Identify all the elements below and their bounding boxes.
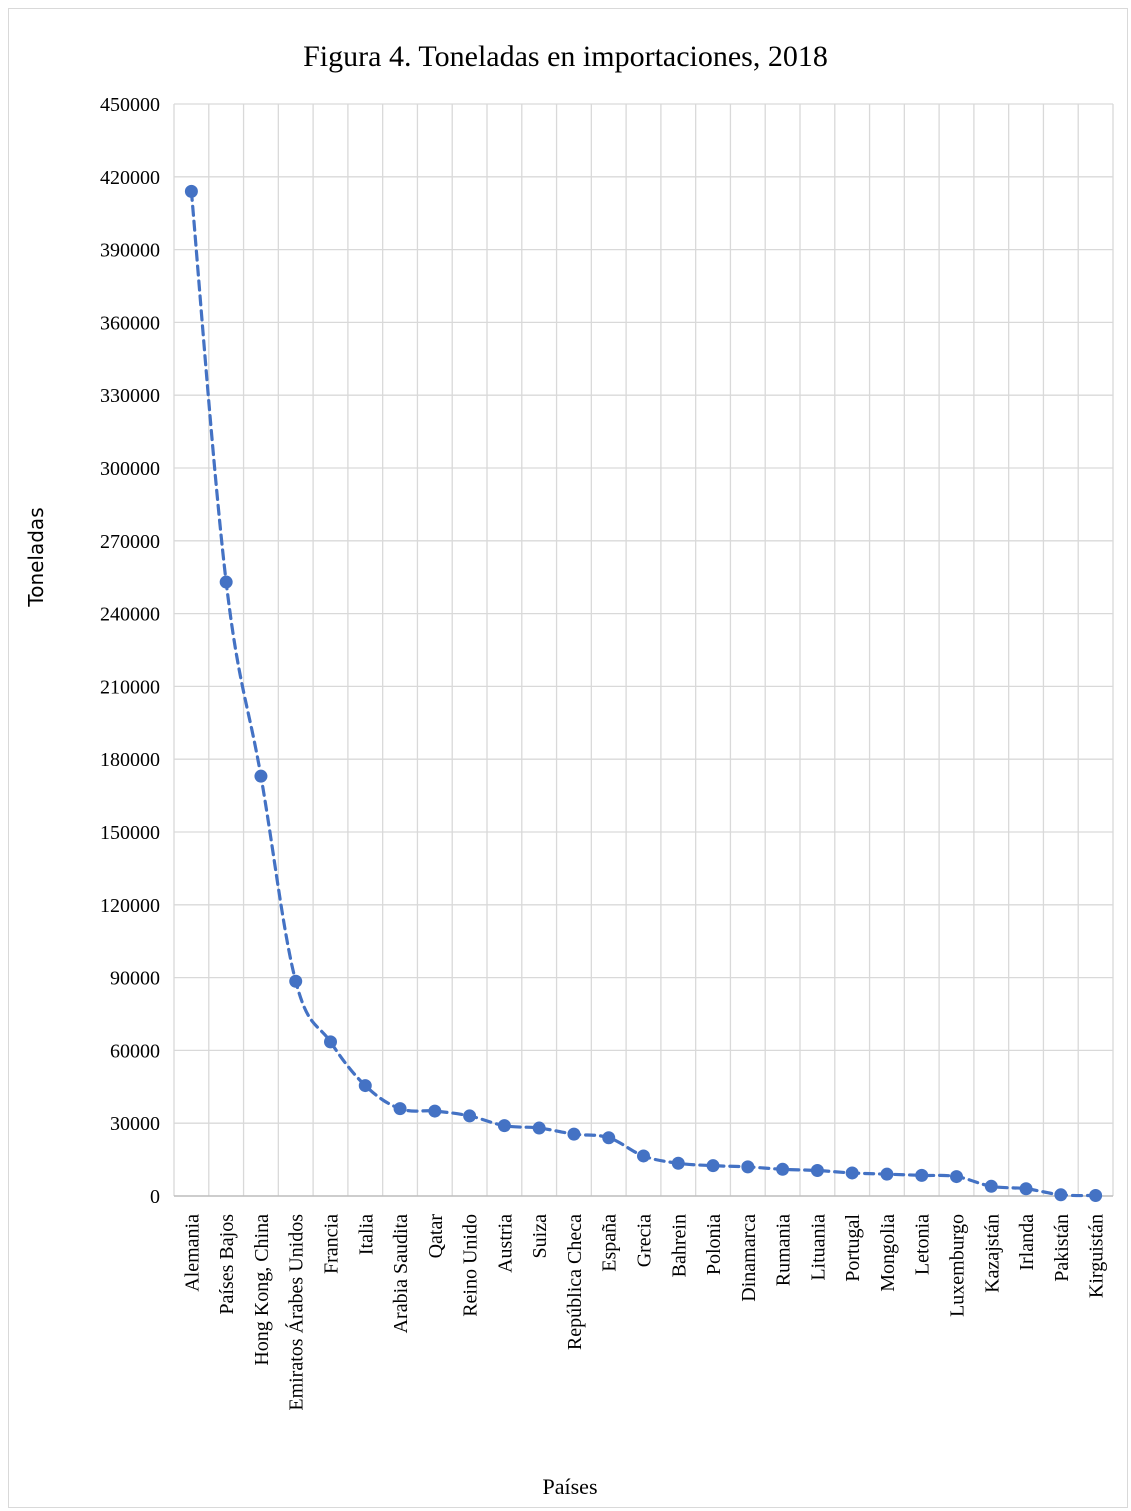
x-tick-label: Grecia (634, 1214, 656, 1267)
x-tick-label: Países Bajos (216, 1214, 238, 1315)
data-point (497, 1119, 511, 1133)
x-tick-label: Dinamarca (738, 1214, 760, 1302)
y-tick-label: 240000 (100, 604, 160, 626)
data-point (1019, 1182, 1033, 1196)
data-point (289, 974, 303, 988)
y-tick-label: 330000 (100, 385, 160, 407)
x-tick-label: Alemania (181, 1214, 203, 1292)
y-tick-label: 450000 (100, 94, 160, 116)
x-tick-label: Polonia (703, 1214, 725, 1275)
data-point (219, 575, 233, 589)
x-tick-label: Kazajstán (981, 1214, 1003, 1293)
x-tick-label: Francia (321, 1214, 343, 1274)
data-point (950, 1170, 963, 1184)
y-tick-label: 180000 (100, 749, 160, 771)
y-tick-label: 90000 (110, 968, 160, 990)
data-point (1054, 1188, 1068, 1202)
x-tick-label: Kirguistán (1086, 1214, 1108, 1298)
y-tick-label: 210000 (100, 676, 160, 698)
y-tick-label: 420000 (100, 167, 160, 189)
data-point (637, 1149, 650, 1163)
data-point (463, 1109, 477, 1123)
x-tick-label: Reino Unido (460, 1214, 482, 1317)
x-tick-label: Lituania (807, 1214, 829, 1281)
y-tick-label: 60000 (110, 1040, 160, 1062)
x-tick-label: Emiratos Árabes Unidos (285, 1214, 308, 1411)
y-tick-label: 30000 (110, 1113, 160, 1135)
data-point (741, 1160, 755, 1174)
data-point (984, 1179, 998, 1193)
y-tick-label: 0 (150, 1186, 160, 1208)
x-tick-label: España (599, 1214, 621, 1272)
chart-title: Figura 4. Toneladas en importaciones, 20… (303, 40, 828, 73)
data-point (567, 1127, 581, 1141)
y-tick-label: 270000 (100, 531, 160, 553)
data-point (184, 184, 198, 198)
x-tick-label: Qatar (425, 1214, 447, 1259)
data-point (532, 1121, 546, 1135)
x-axis-title: Países (542, 1474, 598, 1499)
x-tick-label: Italia (355, 1214, 377, 1255)
x-tick-label: Austria (494, 1214, 516, 1273)
data-point (254, 769, 268, 783)
x-tick-label: Hong Kong, China (251, 1214, 273, 1366)
x-tick-label: Irlanda (1016, 1214, 1038, 1271)
y-tick-label: 360000 (100, 312, 160, 334)
data-point (671, 1156, 685, 1170)
data-point (776, 1162, 790, 1176)
y-tick-label: 300000 (100, 458, 160, 480)
x-tick-label: República Checa (564, 1214, 586, 1350)
x-tick-label: Bahrein (668, 1214, 690, 1277)
x-tick-label: Mongolia (877, 1214, 899, 1292)
y-tick-label: 390000 (100, 240, 160, 262)
data-point (358, 1079, 372, 1093)
y-tick-label: 150000 (100, 822, 160, 844)
data-point (393, 1102, 407, 1116)
x-tick-label: Arabia Saudita (390, 1214, 412, 1334)
data-point (1089, 1189, 1103, 1203)
x-tick-label: Letonia (912, 1214, 934, 1275)
data-point (845, 1166, 859, 1180)
data-point (324, 1035, 337, 1049)
data-point (810, 1164, 824, 1178)
data-point (602, 1131, 616, 1145)
data-point (915, 1168, 929, 1182)
data-point (880, 1167, 894, 1181)
y-tick-label: 120000 (100, 895, 160, 917)
x-tick-label: Pakistán (1051, 1214, 1073, 1282)
data-point (428, 1104, 442, 1118)
chart-frame (8, 8, 1128, 1508)
x-tick-label: Luxemburgo (947, 1214, 969, 1317)
data-point (706, 1159, 720, 1173)
x-tick-label: Portugal (842, 1214, 864, 1282)
x-tick-label: Rumania (773, 1214, 795, 1286)
x-tick-label: Suiza (529, 1214, 551, 1259)
